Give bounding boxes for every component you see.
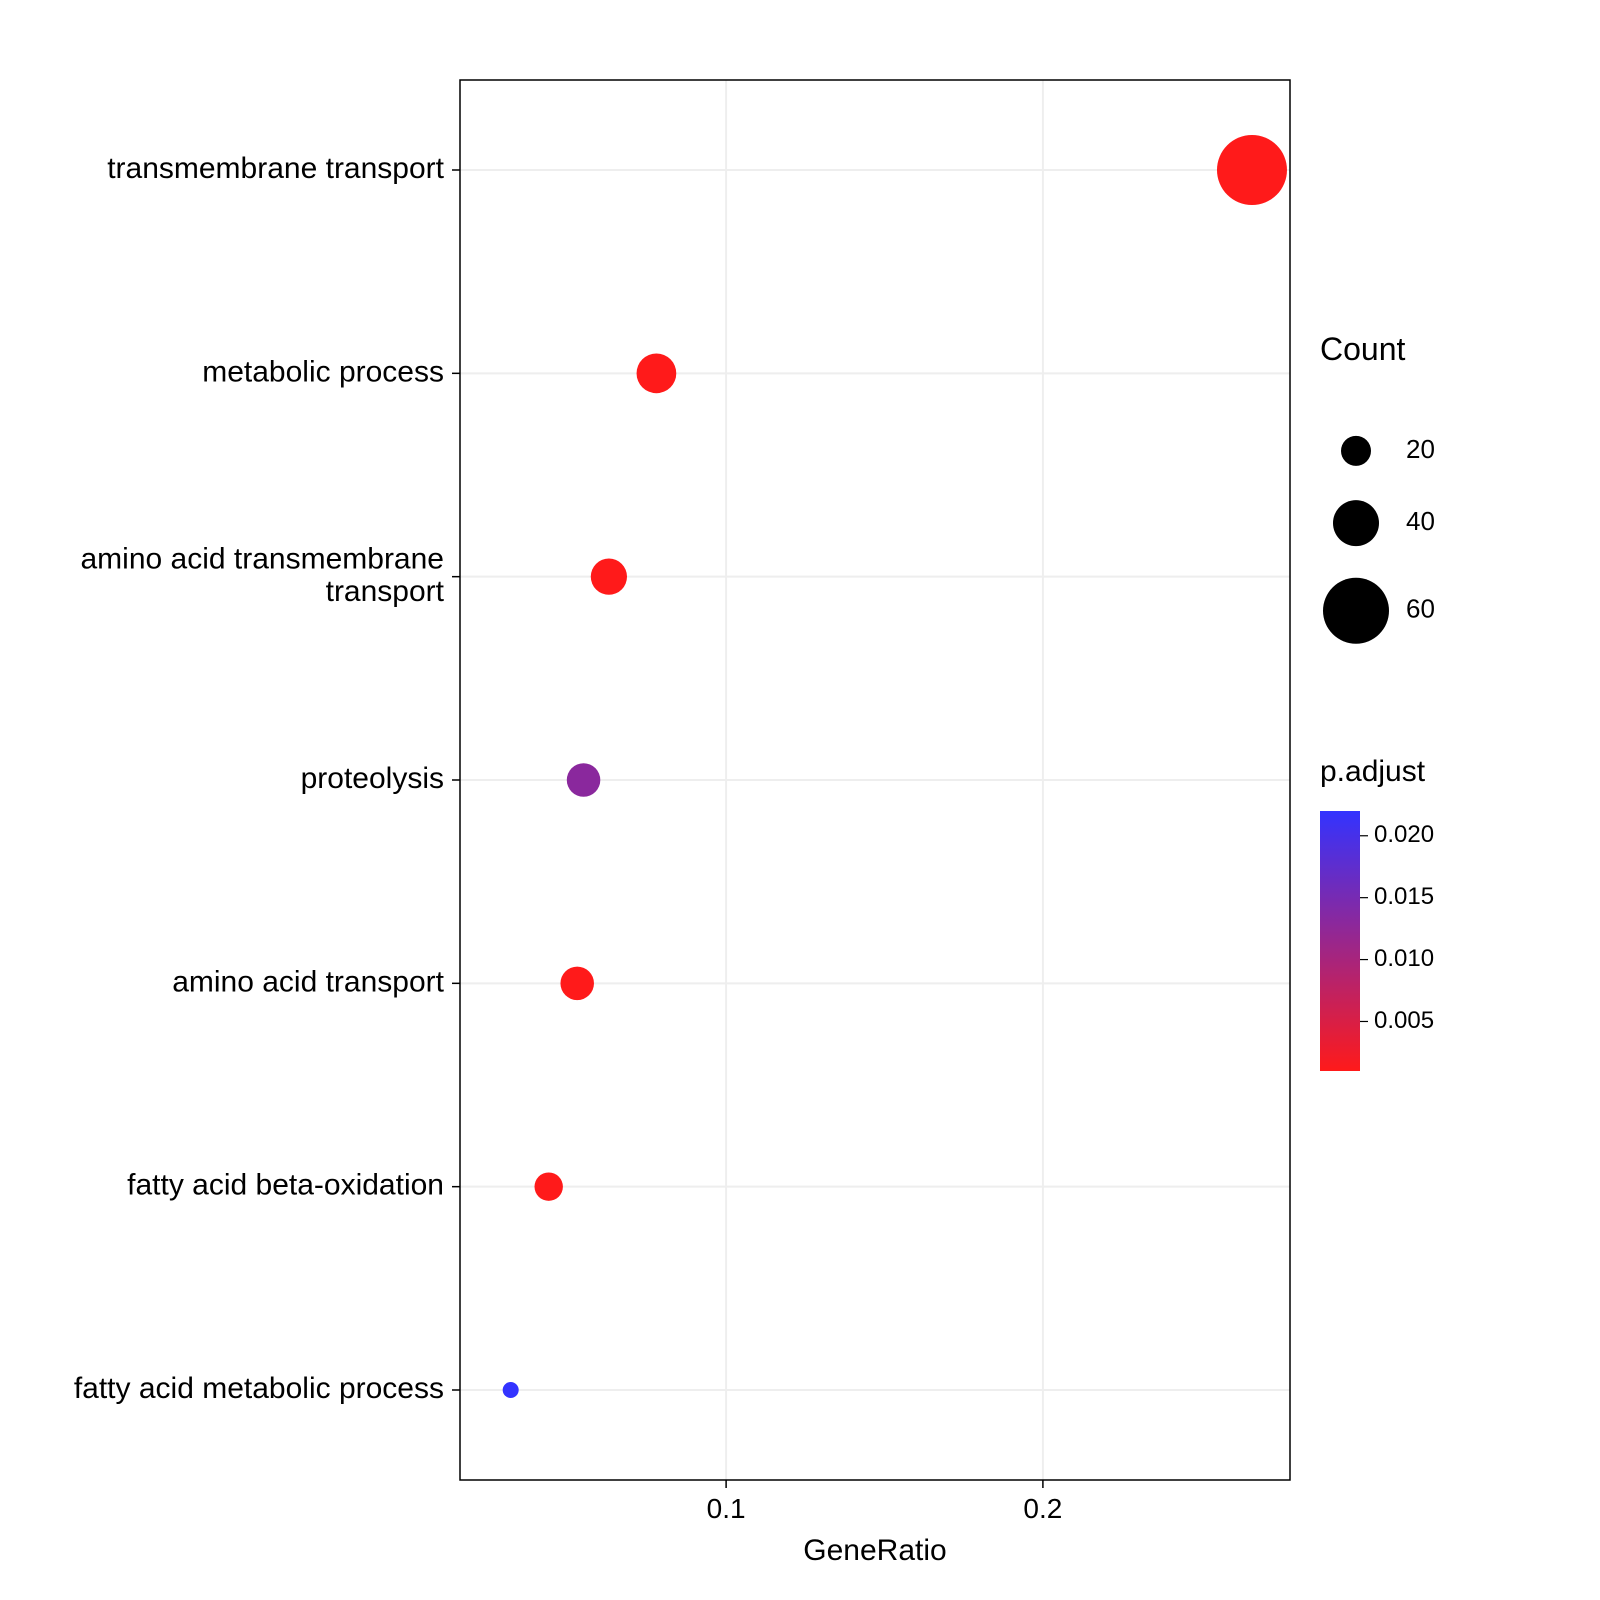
size-legend-label: 60 — [1406, 594, 1435, 624]
x-tick-label: 0.2 — [1023, 1493, 1062, 1524]
color-legend-title: p.adjust — [1320, 755, 1426, 788]
x-tick-label: 0.1 — [707, 1493, 746, 1524]
data-point — [591, 559, 627, 595]
size-legend-dot — [1341, 436, 1371, 466]
y-tick-label: transmembrane transport — [107, 152, 444, 185]
y-tick-label: metabolic process — [202, 355, 444, 388]
color-legend-tick-label: 0.005 — [1374, 1007, 1434, 1034]
data-point — [560, 967, 594, 1001]
color-legend-tick-label: 0.015 — [1374, 883, 1434, 910]
x-axis-label: GeneRatio — [803, 1534, 946, 1567]
data-point — [535, 1172, 563, 1200]
y-tick-label: amino acid transport — [172, 965, 444, 998]
data-point — [637, 353, 677, 393]
y-tick-label: fatty acid beta-oxidation — [127, 1169, 444, 1202]
y-tick-label: proteolysis — [301, 762, 444, 795]
color-legend-tick-label: 0.020 — [1374, 821, 1434, 848]
dot-chart: transmembrane transport metabolic process… — [0, 0, 1600, 1600]
color-legend-bar — [1320, 811, 1360, 1071]
data-point — [1217, 135, 1287, 205]
size-legend-title: Count — [1320, 331, 1406, 367]
size-legend-dot — [1323, 578, 1389, 644]
color-legend-tick-label: 0.010 — [1374, 945, 1434, 972]
size-legend-label: 20 — [1406, 434, 1435, 464]
size-legend-dot — [1333, 500, 1379, 546]
size-legend-label: 40 — [1406, 506, 1435, 536]
y-tick-label: fatty acid metabolic process — [74, 1372, 444, 1405]
y-tick-label: transport — [326, 575, 445, 608]
y-tick-label: amino acid transmembrane — [80, 542, 444, 575]
data-point — [567, 763, 601, 797]
data-point — [503, 1382, 519, 1398]
